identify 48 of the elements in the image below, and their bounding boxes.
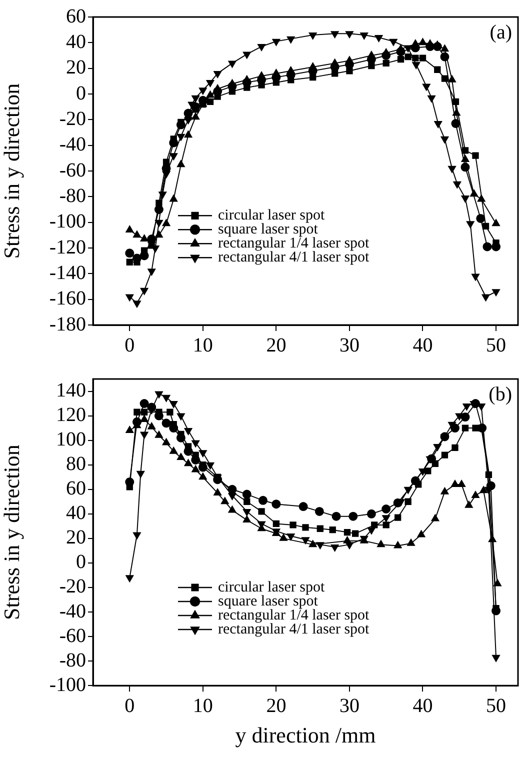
y-tick-label: 100 — [56, 428, 86, 451]
y-tick-label: -20 — [59, 576, 86, 598]
y-tick-label: -100 — [49, 210, 86, 233]
y-tick-label: -80 — [59, 649, 86, 672]
x-tick-label: 30 — [339, 334, 360, 356]
x-tick-label: 10 — [192, 694, 213, 717]
y-tick-label: 0 — [76, 551, 86, 574]
y-axis-title: Stress in y direction — [0, 83, 24, 259]
y-tick-label: -40 — [59, 600, 86, 622]
x-tick-label: 20 — [266, 694, 286, 717]
legend-label: circular laser spot — [218, 208, 326, 224]
x-tick-label: 40 — [412, 694, 433, 717]
annotation: (b) — [488, 383, 512, 406]
y-tick-label: -100 — [49, 674, 86, 696]
y-tick-label: 0 — [76, 82, 86, 104]
x-tick-label: 20 — [266, 334, 286, 356]
y-tick-label: -160 — [49, 288, 86, 310]
y-tick-label: -120 — [49, 236, 86, 258]
y-tick-label: 40 — [66, 30, 86, 53]
legend-label: rectangular 4/1 laser spot — [218, 250, 370, 266]
y-tick-label: -180 — [49, 313, 86, 336]
legend-label: circular laser spot — [218, 579, 326, 596]
x-tick-label: 0 — [124, 694, 135, 717]
x-tick-label: 30 — [339, 694, 360, 717]
legend-label: square laser spot — [218, 222, 319, 238]
x-tick-label: 40 — [412, 334, 433, 356]
y-tick-label: -40 — [59, 134, 86, 156]
x-tick-label: 50 — [486, 334, 506, 356]
y-tick-label: 60 — [66, 5, 86, 28]
y-tick-label: 80 — [66, 453, 86, 476]
x-tick-label: 0 — [124, 334, 135, 356]
y-tick-label: 20 — [66, 526, 86, 549]
y-tick-label: -80 — [59, 184, 86, 207]
x-tick-label: 10 — [192, 334, 213, 356]
y-tick-label: 20 — [66, 56, 86, 79]
annotation: (a) — [490, 21, 512, 44]
y-tick-label: 120 — [56, 404, 86, 426]
y-tick-label: 140 — [56, 380, 86, 402]
y-tick-label: -60 — [59, 159, 86, 182]
y-tick-label: -20 — [59, 108, 86, 130]
y-tick-label: -60 — [59, 624, 86, 647]
legend-label: rectangular 1/4 laser spot — [218, 236, 370, 252]
x-tick-label: 50 — [486, 694, 506, 717]
x-axis-title: y direction /mm — [235, 722, 376, 748]
y-axis-title: Stress in y direction — [0, 444, 24, 620]
y-tick-label: 60 — [66, 478, 86, 500]
y-tick-label: 40 — [66, 502, 86, 524]
y-tick-label: -140 — [49, 262, 86, 284]
